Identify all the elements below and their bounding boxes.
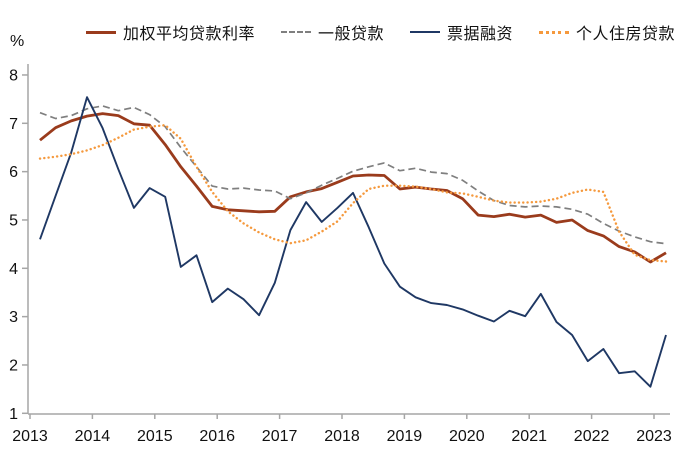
solid-red-line-icon (86, 30, 116, 34)
x-tick-label: 2016 (199, 428, 235, 445)
x-tick-label: 2020 (449, 428, 485, 445)
x-tick-label: 2015 (137, 428, 173, 445)
legend-item-bill-financing: 票据融资 (410, 20, 513, 44)
solid-navy-line-icon (410, 31, 441, 33)
y-tick-label: 2 (9, 357, 18, 374)
y-tick-label: 8 (9, 67, 18, 84)
y-tick-label: 5 (9, 212, 18, 229)
series-line-2 (39, 96, 667, 388)
legend-item-weighted-avg: 加权平均贷款利率 (86, 20, 255, 44)
x-tick-label: 2018 (324, 428, 360, 445)
series-line-0 (39, 112, 667, 264)
legend-item-mortgage: 个人住房贷款 (539, 20, 675, 44)
series-line-3 (38, 123, 668, 263)
y-tick-label: 1 (9, 406, 18, 423)
y-axis-unit-label: % (10, 33, 24, 50)
legend-item-general-loans: 一般贷款 (281, 20, 384, 44)
y-tick-label: 6 (9, 164, 18, 181)
y-tick-label: 4 (9, 261, 18, 278)
x-tick-label: 2019 (387, 428, 423, 445)
legend: 加权平均贷款利率 一般贷款 票据融资 个人住房贷款 (86, 20, 675, 44)
x-tick-label: 2023 (636, 428, 672, 445)
y-tick-label: 3 (9, 309, 18, 326)
x-tick-label: 2013 (12, 428, 48, 445)
legend-label-weighted-avg: 加权平均贷款利率 (123, 26, 256, 43)
legend-label-bill-financing: 票据融资 (447, 26, 514, 43)
legend-label-mortgage: 个人住房贷款 (576, 26, 676, 43)
legend-label-general-loans: 一般贷款 (318, 26, 385, 43)
dotted-orange-line-icon (539, 30, 570, 34)
x-tick-label: 2022 (574, 428, 610, 445)
x-tick-label: 2021 (511, 428, 547, 445)
dashed-gray-line-icon (281, 31, 312, 33)
x-tick-label: 2017 (262, 428, 298, 445)
y-tick-label: 7 (9, 116, 18, 133)
x-tick-label: 2014 (75, 428, 111, 445)
